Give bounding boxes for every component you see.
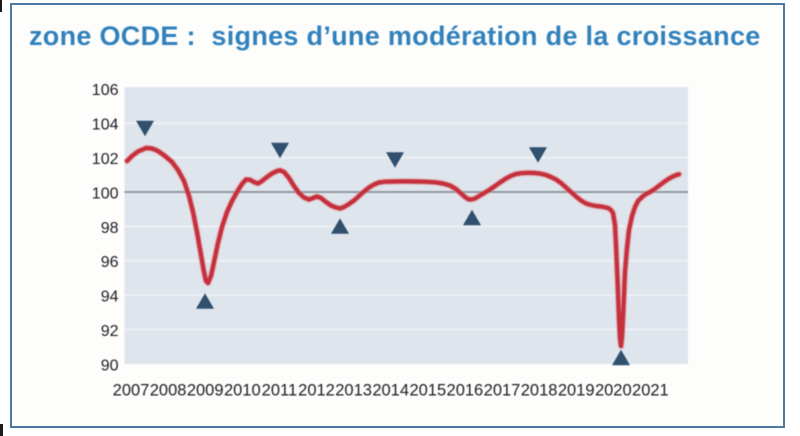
- svg-text:92: 92: [101, 323, 119, 340]
- svg-text:2011: 2011: [262, 382, 297, 400]
- svg-text:2016: 2016: [447, 382, 484, 400]
- svg-text:2019: 2019: [558, 382, 595, 400]
- svg-text:2018: 2018: [521, 382, 558, 400]
- svg-text:2007: 2007: [113, 382, 150, 400]
- svg-text:102: 102: [92, 151, 119, 168]
- svg-text:94: 94: [101, 289, 119, 306]
- svg-text:2009: 2009: [187, 382, 224, 400]
- svg-text:2013: 2013: [335, 382, 372, 400]
- svg-text:2008: 2008: [150, 382, 187, 400]
- svg-text:106: 106: [92, 82, 119, 99]
- svg-text:2010: 2010: [224, 382, 261, 400]
- svg-text:98: 98: [101, 220, 119, 237]
- svg-text:104: 104: [92, 117, 119, 134]
- svg-text:100: 100: [92, 185, 119, 202]
- svg-text:2015: 2015: [409, 382, 446, 400]
- svg-text:96: 96: [101, 254, 119, 271]
- svg-text:2020: 2020: [595, 382, 632, 400]
- svg-text:2017: 2017: [484, 382, 521, 400]
- svg-text:2012: 2012: [298, 382, 335, 400]
- svg-text:2014: 2014: [372, 382, 409, 400]
- svg-text:2021: 2021: [632, 382, 669, 400]
- svg-text:90: 90: [101, 357, 119, 374]
